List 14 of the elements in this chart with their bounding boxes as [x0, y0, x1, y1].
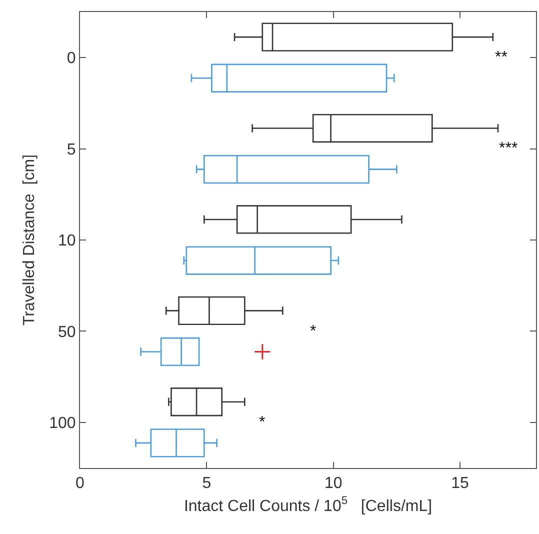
y-tick-label: 0	[66, 50, 76, 68]
annotation: *	[259, 414, 266, 431]
x-axis-title: Intact Cell Counts / 10$^{5}$ [Cells/mL]	[184, 495, 432, 515]
y-tick-label: 50	[58, 324, 76, 341]
annotation: ***	[499, 140, 518, 157]
x-tick-label: 10	[324, 475, 342, 492]
annotation: **	[495, 49, 508, 66]
y-tick-label: 100	[49, 415, 76, 432]
x-tick-label: 5	[202, 475, 212, 492]
y-tick-label: 5	[66, 141, 76, 158]
y-tick-label: 10	[58, 232, 76, 250]
y-axis-title: Travelled Distance [cm]	[20, 154, 38, 326]
x-tick-label: 15	[451, 475, 469, 492]
annotation: *	[310, 323, 316, 340]
